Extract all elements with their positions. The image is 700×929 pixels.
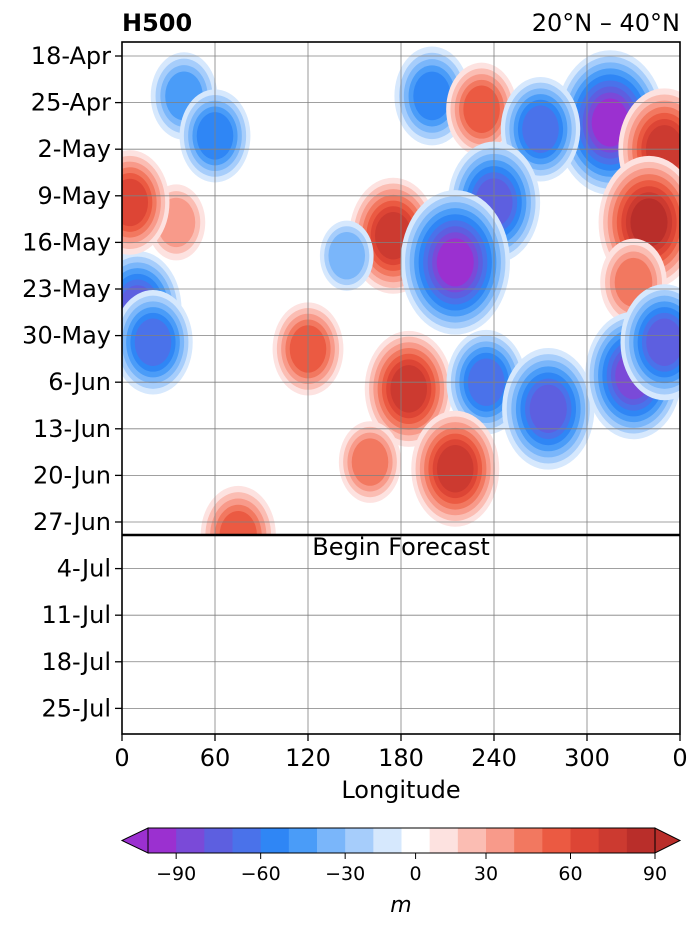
colorbar: −90 −60 −30 0 30 60 90: [120, 827, 682, 885]
anomaly-contour: [413, 71, 451, 121]
y-tick-label: 25-Apr: [31, 89, 111, 117]
y-tick-label: 4-Jul: [57, 555, 111, 583]
colorbar-swatch: [486, 828, 515, 853]
anomaly-feature: [179, 89, 251, 183]
colorbar-tick-label: 0: [410, 863, 422, 885]
x-tick-label: 240: [471, 744, 517, 772]
anomaly-feature: [446, 62, 518, 156]
y-tick-label: 16-May: [22, 228, 111, 256]
colorbar-swatch: [401, 828, 431, 853]
anomaly-contour: [630, 198, 668, 247]
colorbar-tick-label: −90: [156, 863, 196, 885]
x-axis-label: Longitude: [341, 776, 460, 804]
anomaly-contour: [463, 85, 500, 133]
x-tick-label: 60: [200, 744, 231, 772]
plot-area: Begin Forecast: [121, 41, 681, 735]
anomaly-contour: [328, 231, 366, 280]
x-tick-label: 300: [564, 744, 610, 772]
forecast-label: Begin Forecast: [312, 533, 490, 561]
anomaly-contour: [134, 318, 172, 366]
anomaly-feature: [500, 76, 581, 182]
grid: [121, 42, 681, 734]
colorbar-swatch: [429, 828, 459, 853]
x-tick-label: 180: [378, 744, 424, 772]
colorbar-tick-label: −60: [241, 863, 281, 885]
y-tick-label: 20-Jun: [33, 461, 111, 489]
y-tick-label: 13-Jun: [33, 415, 111, 443]
anomaly-contour: [351, 438, 389, 486]
anomaly-contour: [122, 178, 149, 227]
colorbar-swatch: [148, 828, 177, 853]
colorbar-swatch: [542, 828, 571, 853]
y-tick-label: 2-May: [37, 135, 111, 163]
colorbar-frame: [147, 827, 656, 854]
colorbar-swatch: [317, 828, 346, 853]
colorbar-swatch: [626, 828, 656, 853]
colorbar-swatch: [373, 828, 402, 853]
colorbar-extend-max: [654, 827, 682, 854]
colorbar-swatch: [232, 828, 262, 853]
y-tick-label: 11-Jul: [42, 601, 112, 629]
anomaly-feature: [400, 190, 510, 335]
colorbar-swatch: [457, 828, 487, 853]
anomaly-feature: [338, 421, 402, 503]
chart-title-right: 20°N – 40°N: [532, 9, 680, 37]
colorbar-swatch: [570, 828, 600, 853]
colorbar-swatch: [204, 828, 233, 853]
colorbar-swatch: [260, 828, 290, 853]
anomaly-feature: [364, 330, 453, 447]
x-tick-label: 120: [285, 744, 331, 772]
colorbar-tick-label: 30: [474, 863, 498, 885]
chart-title-left: H500: [122, 9, 192, 37]
anomaly-contour: [522, 105, 559, 153]
y-tick-label: 27-Jun: [33, 508, 111, 536]
anomaly-contour: [646, 318, 680, 366]
anomaly-contour: [436, 445, 474, 493]
colorbar-swatch: [514, 828, 543, 853]
y-tick-label: 25-Jul: [42, 694, 112, 722]
y-tick-label: 9-May: [37, 182, 111, 210]
y-tick-label: 18-Jul: [42, 648, 112, 676]
anomaly-contour: [529, 384, 567, 433]
anomaly-feature: [620, 284, 680, 401]
y-axis: 18-Apr 25-Apr 2-May 9-May 16-May 23-May 30-May…: [22, 42, 122, 722]
x-axis: 0 60 120 180 240 300 0: [114, 734, 688, 772]
anomaly-contour: [219, 511, 257, 535]
y-tick-label: 30-May: [22, 322, 111, 350]
x-tick-label: 0: [672, 744, 687, 772]
colorbar-swatch: [345, 828, 374, 853]
x-tick-label: 0: [114, 744, 129, 772]
colorbar-extend-min: [120, 827, 149, 854]
y-tick-label: 6-Jun: [48, 368, 111, 396]
colorbar-tick-label: 60: [558, 863, 582, 885]
anomaly-contour: [591, 98, 629, 147]
colorbar-swatch: [288, 828, 318, 853]
anomaly-feature: [122, 289, 193, 395]
colorbar-tick-label: −30: [325, 863, 365, 885]
anomaly-feature: [200, 485, 276, 535]
y-tick-label: 18-Apr: [31, 42, 111, 70]
y-tick-label: 23-May: [22, 275, 111, 303]
anomaly-field: [122, 46, 680, 535]
anomaly-contour: [390, 365, 428, 413]
colorbar-swatch: [176, 828, 205, 853]
anomaly-contour: [436, 238, 474, 287]
colorbar-unit: m: [390, 893, 411, 918]
anomaly-feature: [122, 150, 170, 255]
anomaly-feature: [502, 347, 595, 470]
colorbar-tick-label: 90: [643, 863, 667, 885]
colorbar-swatch: [598, 828, 628, 853]
anomaly-feature: [411, 410, 500, 527]
anomaly-feature: [319, 220, 374, 291]
